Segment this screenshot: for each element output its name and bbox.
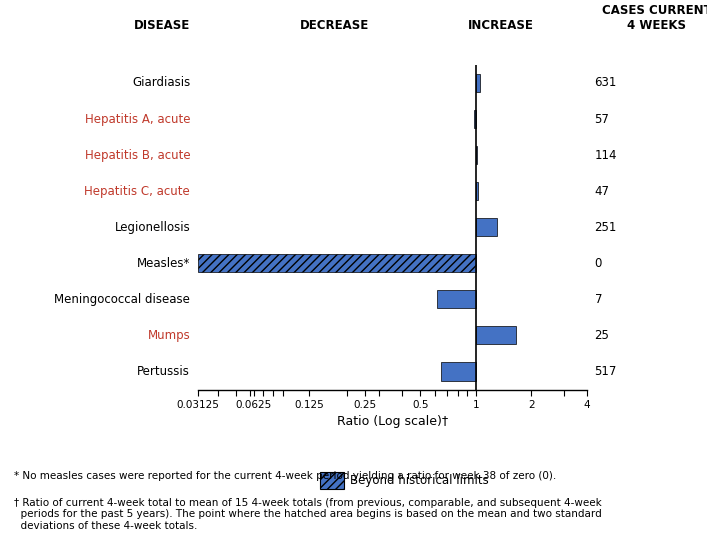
- Text: CASES CURRENT
4 WEEKS: CASES CURRENT 4 WEEKS: [602, 4, 707, 32]
- Bar: [198, 254, 476, 272]
- Text: 114: 114: [595, 149, 617, 162]
- Text: DISEASE: DISEASE: [134, 19, 190, 32]
- Text: 0: 0: [595, 257, 602, 270]
- Text: DECREASE: DECREASE: [300, 19, 368, 32]
- Bar: [476, 218, 497, 236]
- Text: 631: 631: [595, 76, 617, 89]
- Bar: [438, 291, 476, 308]
- Text: * No measles cases were reported for the current 4-week period yielding a ratio : * No measles cases were reported for the…: [14, 471, 556, 480]
- Text: Giardiasis: Giardiasis: [132, 76, 190, 89]
- Bar: [474, 110, 476, 128]
- Text: Meningococcal disease: Meningococcal disease: [54, 293, 190, 306]
- Text: 517: 517: [595, 365, 617, 378]
- Bar: [476, 182, 478, 200]
- Text: Pertussis: Pertussis: [137, 365, 190, 378]
- Bar: [476, 74, 479, 92]
- Text: 251: 251: [595, 221, 617, 234]
- Text: 47: 47: [595, 184, 609, 197]
- Text: Mumps: Mumps: [148, 329, 190, 342]
- FancyBboxPatch shape: [320, 472, 344, 489]
- Text: † Ratio of current 4-week total to mean of 15 4-week totals (from previous, comp: † Ratio of current 4-week total to mean …: [14, 498, 602, 531]
- Bar: [476, 326, 516, 345]
- Text: Hepatitis A, acute: Hepatitis A, acute: [85, 113, 190, 126]
- Text: 57: 57: [595, 113, 609, 126]
- Text: Hepatitis C, acute: Hepatitis C, acute: [84, 184, 190, 197]
- X-axis label: Ratio (Log scale)†: Ratio (Log scale)†: [337, 415, 448, 428]
- Text: INCREASE: INCREASE: [468, 19, 534, 32]
- Text: Legionellosis: Legionellosis: [115, 221, 190, 234]
- Text: Measles*: Measles*: [137, 257, 190, 270]
- Bar: [476, 146, 477, 164]
- Text: 7: 7: [595, 293, 602, 306]
- Text: 25: 25: [595, 329, 609, 342]
- Bar: [441, 362, 476, 380]
- Text: Beyond historical limits: Beyond historical limits: [349, 474, 489, 487]
- Text: Hepatitis B, acute: Hepatitis B, acute: [85, 149, 190, 162]
